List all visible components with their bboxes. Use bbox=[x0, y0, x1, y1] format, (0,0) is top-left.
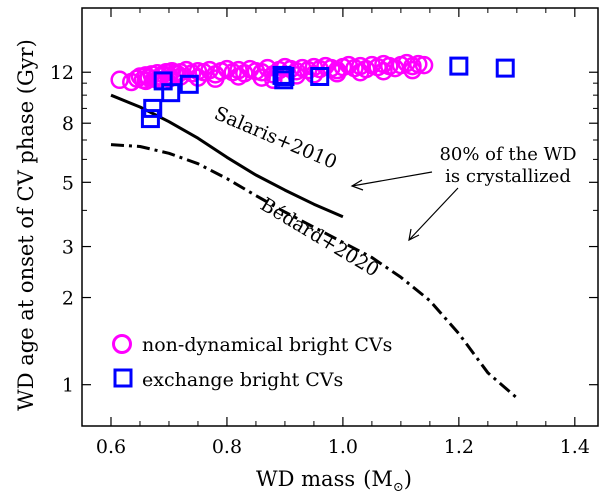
data-point-non-dynamical bbox=[159, 69, 179, 88]
data-point-exchange bbox=[143, 98, 163, 118]
data-point-exchange bbox=[140, 109, 160, 129]
legend-label-exchange: exchange bright CVs bbox=[142, 369, 343, 391]
data-point-non-dynamical bbox=[229, 67, 248, 86]
data-point-exchange bbox=[161, 83, 181, 103]
legend-marker-non-dynamical bbox=[112, 334, 132, 354]
x-axis-unit-sub: ⊙ bbox=[393, 480, 404, 495]
data-point-non-dynamical bbox=[374, 61, 393, 81]
data-point-non-dynamical bbox=[304, 65, 324, 84]
curve-label-salaris: Salaris+2010 bbox=[211, 102, 340, 173]
data-point-non-dynamical bbox=[206, 69, 225, 88]
x-axis-label: WD mass bbox=[256, 467, 355, 491]
y-axis-title: WD age at onset of CV phase (Gyr) bbox=[14, 39, 38, 411]
plot-frame bbox=[81, 7, 599, 427]
annotation-arrows bbox=[350, 171, 459, 242]
data-point-non-dynamical bbox=[252, 68, 271, 87]
x-axis-title: WD mass (M⊙) bbox=[256, 467, 412, 495]
data-point-non-dynamical bbox=[403, 60, 422, 80]
legend-label-non-dynamical: non-dynamical bright CVs bbox=[142, 334, 392, 356]
y-tick-label: 12 bbox=[50, 62, 74, 84]
legend: non-dynamical bright CVs exchange bright… bbox=[112, 334, 392, 391]
plot-area bbox=[81, 7, 599, 427]
x-axis-unit: (M bbox=[363, 467, 393, 491]
x-axis-unit-close: ) bbox=[404, 467, 412, 491]
data-point-non-dynamical bbox=[414, 55, 434, 75]
data-point-exchange bbox=[275, 66, 295, 86]
x-tick-label: 1.4 bbox=[560, 436, 590, 458]
data-points bbox=[110, 53, 515, 129]
data-point-non-dynamical bbox=[351, 62, 370, 82]
data-point-non-dynamical bbox=[287, 66, 306, 85]
y-tick-label: 3 bbox=[62, 237, 74, 259]
x-tick-label: 1.0 bbox=[328, 436, 358, 458]
legend-marker-exchange bbox=[113, 368, 133, 388]
x-tick-label: 0.6 bbox=[96, 436, 126, 458]
annotation-line-1: 80% of the WD bbox=[439, 144, 576, 165]
y-tick-label: 2 bbox=[62, 288, 74, 310]
annotation-line-2: is crystallized bbox=[445, 166, 571, 187]
data-point-exchange bbox=[310, 66, 330, 86]
y-tick-label: 8 bbox=[62, 113, 74, 135]
data-point-exchange bbox=[495, 58, 515, 78]
y-tick-label: 1 bbox=[62, 375, 74, 397]
data-point-exchange bbox=[449, 56, 469, 76]
data-point-exchange bbox=[179, 74, 199, 94]
data-point-non-dynamical bbox=[110, 70, 129, 90]
y-tick-label: 5 bbox=[62, 172, 74, 194]
x-tick-label: 1.2 bbox=[444, 436, 474, 458]
x-tick-label: 0.8 bbox=[212, 436, 242, 458]
